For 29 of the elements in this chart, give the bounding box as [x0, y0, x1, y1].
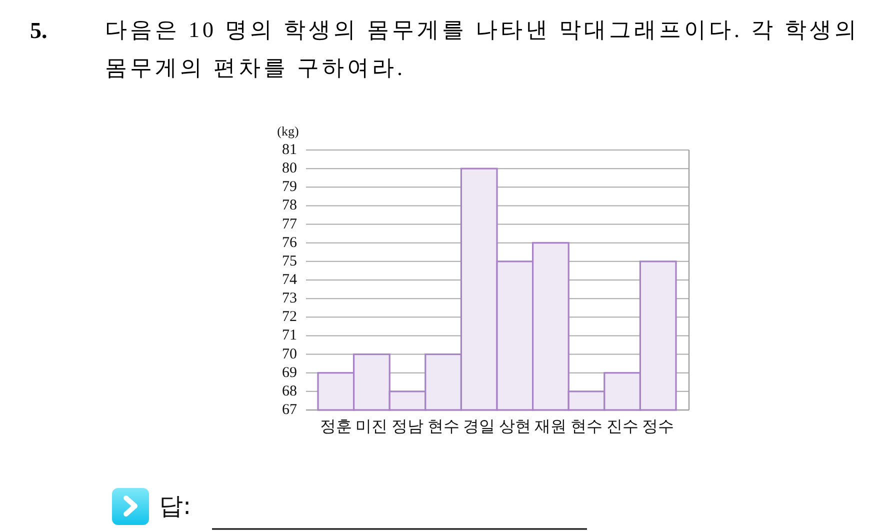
- y-tick-label: 78: [282, 198, 297, 214]
- y-tick-label: 79: [282, 179, 297, 196]
- y-tick-label: 77: [282, 216, 297, 232]
- y-tick-label: 76: [282, 234, 297, 251]
- y-tick-label: 69: [282, 364, 297, 381]
- x-tick-label: 재원: [534, 418, 567, 436]
- y-tick-label: 67: [282, 402, 297, 418]
- x-tick-label: 현수: [427, 418, 460, 436]
- x-tick-label: 현수: [570, 418, 602, 436]
- x-tick-label: 정훈: [320, 418, 352, 436]
- y-tick-label: 72: [282, 309, 297, 326]
- y-axis-title: (kg): [277, 124, 299, 138]
- y-tick-label: 70: [282, 346, 297, 362]
- y-tick-label: 71: [282, 328, 297, 344]
- y-tick-label: 73: [282, 290, 297, 307]
- title: 5.: [30, 17, 48, 45]
- x-tick-label: 정남: [392, 418, 424, 436]
- x-tick-label: 경일: [463, 418, 496, 436]
- annotation: 답:: [159, 492, 192, 520]
- x-tick-label: 진수: [606, 418, 638, 436]
- y-tick-label: 74: [282, 272, 297, 288]
- x-tick-label: 미진: [356, 418, 388, 436]
- y-tick-label: 68: [282, 383, 297, 400]
- y-tick-label: 75: [282, 253, 297, 270]
- subtitle: 다음은 10 명의 학생의 몸무게를 나타낸 막대그래프이다. 각 학생의 몸무게의 편차를 구하여라.: [105, 16, 860, 82]
- x-tick-label: 상현: [498, 418, 531, 436]
- y-tick-label: 81: [282, 142, 297, 158]
- y-tick-label: 80: [282, 160, 297, 177]
- x-tick-label: 정수: [642, 418, 674, 436]
